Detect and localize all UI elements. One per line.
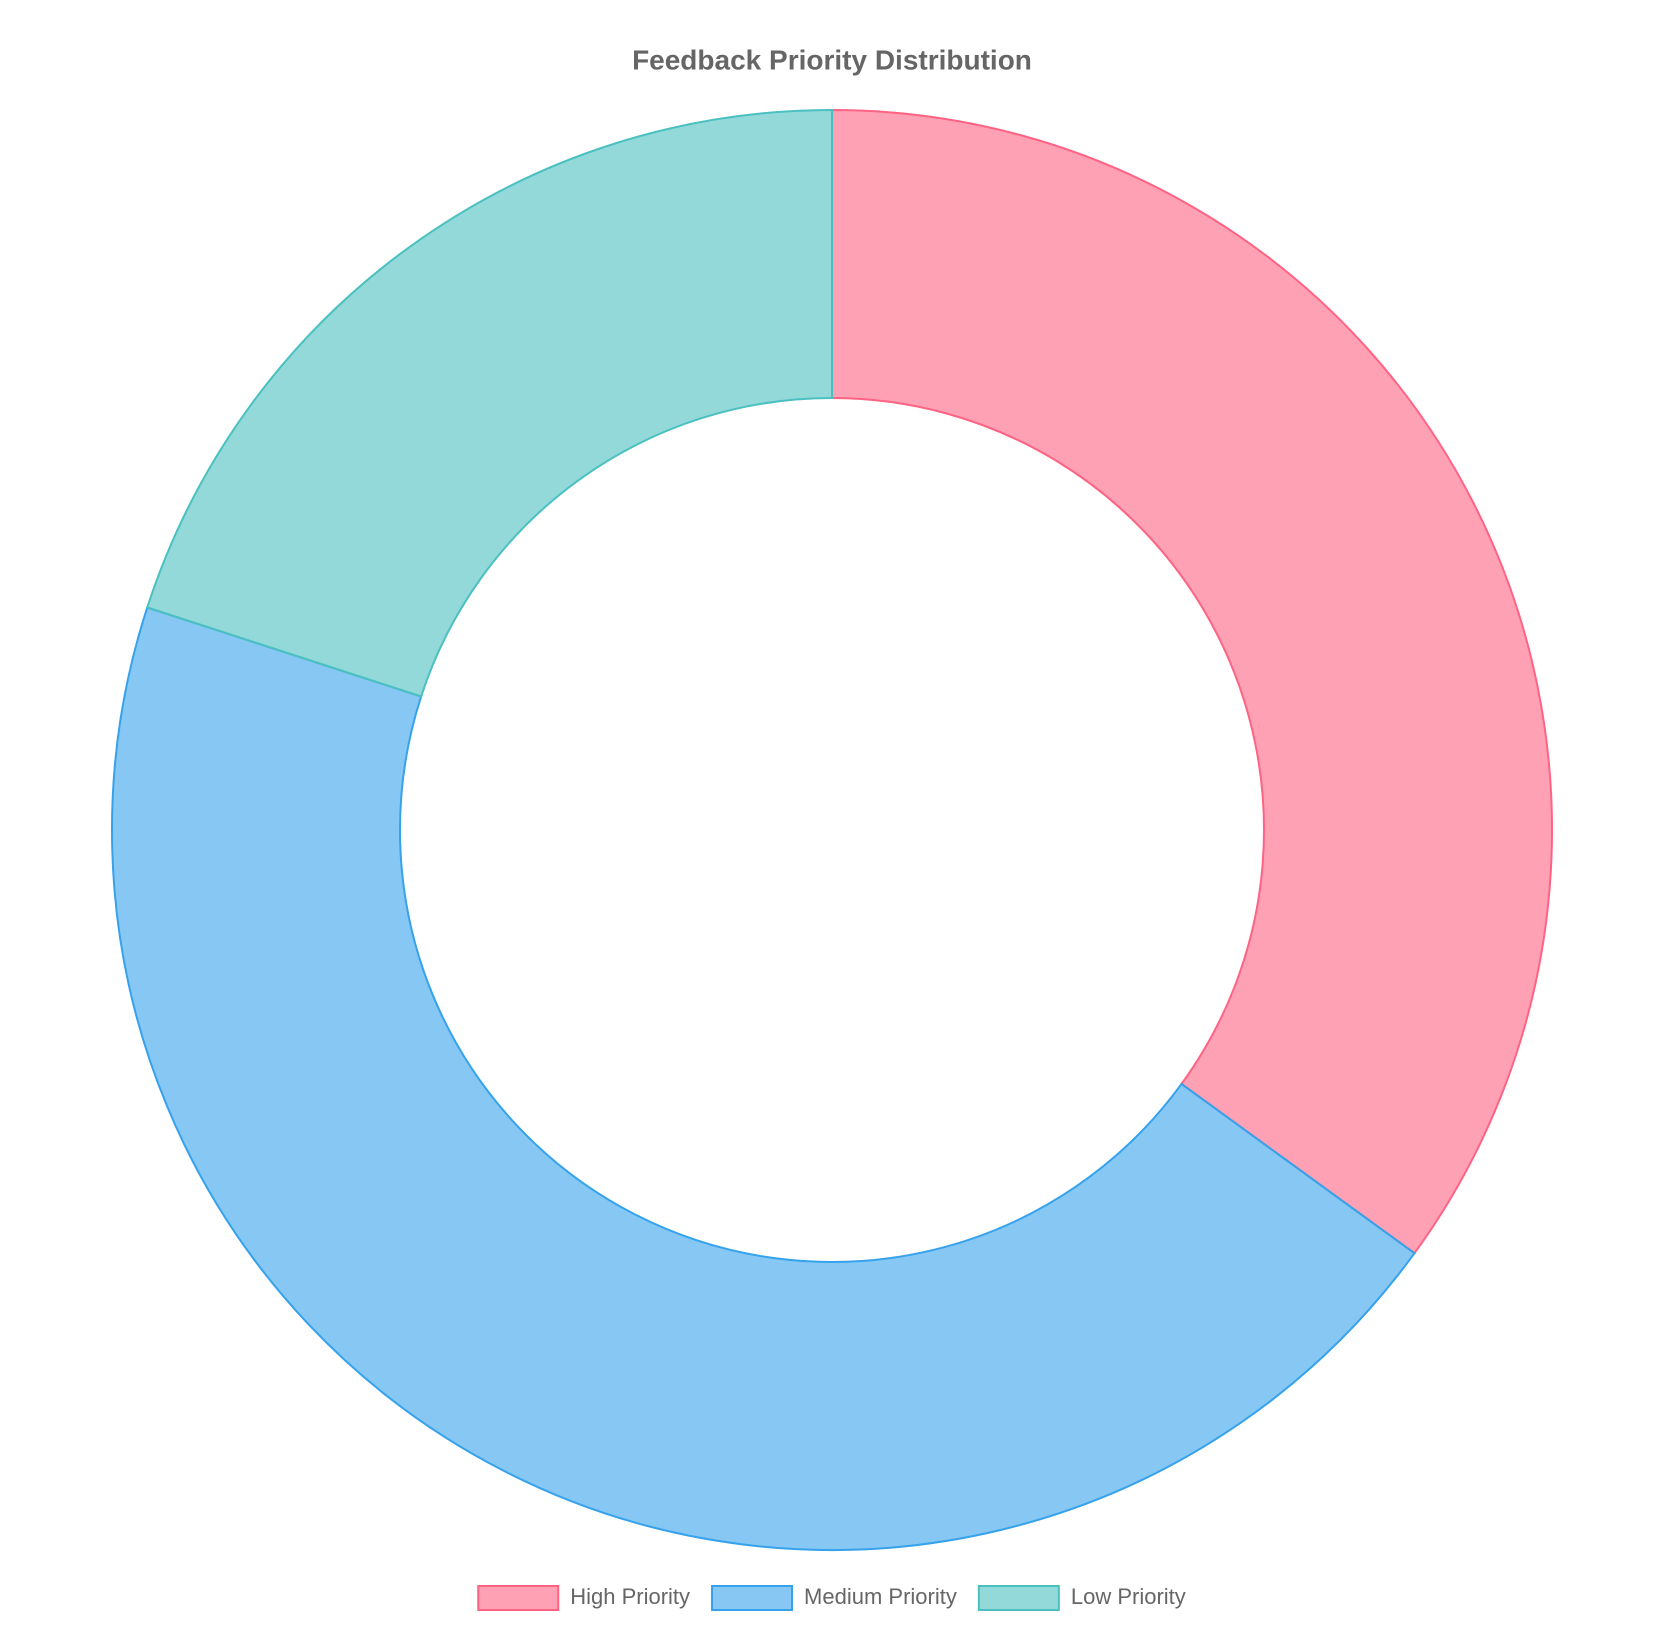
legend-label: High Priority — [570, 1584, 690, 1609]
chart-title: Feedback Priority Distribution — [632, 44, 1032, 75]
legend-label: Low Priority — [1071, 1584, 1186, 1609]
slice — [111, 606, 1416, 1551]
slice — [831, 108, 1553, 1255]
legend-swatch — [477, 1585, 560, 1611]
slice — [145, 108, 833, 698]
legend-swatch — [711, 1585, 794, 1611]
legend-label: Medium Priority — [804, 1584, 957, 1609]
legend-swatch — [977, 1585, 1060, 1611]
legend: High Priority Medium Priority Low Priority — [477, 1584, 1186, 1611]
